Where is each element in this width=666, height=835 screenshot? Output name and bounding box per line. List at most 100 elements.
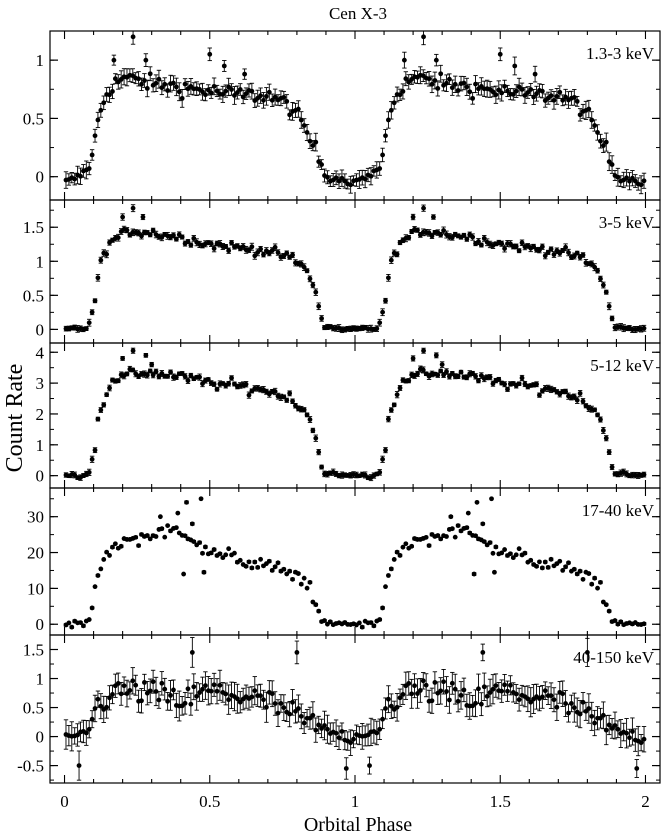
data-point xyxy=(130,367,136,373)
data-point xyxy=(223,691,229,697)
data-point xyxy=(592,123,598,128)
data-point xyxy=(179,95,185,101)
data-point xyxy=(574,98,580,104)
data-point xyxy=(600,143,606,149)
data-point xyxy=(348,182,354,188)
data-point xyxy=(522,93,528,98)
data-point xyxy=(287,568,293,574)
y-tick-label: 1.5 xyxy=(23,218,44,237)
data-point xyxy=(566,250,571,255)
data-point xyxy=(200,550,205,556)
data-point xyxy=(641,325,647,331)
data-point xyxy=(316,159,322,165)
data-point xyxy=(409,691,415,697)
data-point xyxy=(112,76,118,82)
data-point xyxy=(249,88,255,94)
data-point xyxy=(226,697,232,703)
data-point xyxy=(336,178,342,184)
energy-band-label: 5-12 keV xyxy=(590,356,654,375)
data-point xyxy=(589,117,595,123)
data-point xyxy=(474,499,480,505)
data-point xyxy=(641,736,647,742)
data-point xyxy=(89,716,95,722)
data-point xyxy=(571,566,577,572)
x-axis: 0 0.5 1 1.5 2 xyxy=(60,792,649,811)
data-point xyxy=(560,97,566,103)
y-tick-label: 0.5 xyxy=(23,109,44,128)
data-point xyxy=(124,691,130,696)
data-point xyxy=(603,602,609,608)
data-point xyxy=(371,623,377,629)
y-tick-label: 1 xyxy=(36,252,45,271)
data-point xyxy=(86,617,92,622)
data-point xyxy=(368,620,374,625)
data-point xyxy=(86,320,92,326)
x-tick-label: 0 xyxy=(60,792,69,811)
data-point xyxy=(595,268,600,274)
energy-band-label: 40-150 keV xyxy=(573,648,654,667)
data-point xyxy=(133,534,139,540)
y-tick-label: 0.5 xyxy=(23,699,44,718)
data-point xyxy=(217,682,223,688)
data-point xyxy=(606,722,612,728)
data-point xyxy=(461,687,467,693)
data-point xyxy=(502,381,507,387)
data-point xyxy=(383,298,388,304)
data-point xyxy=(66,620,72,626)
data-point xyxy=(493,544,499,550)
data-point xyxy=(95,275,101,281)
data-point xyxy=(641,178,647,184)
data-point xyxy=(435,86,441,91)
data-point xyxy=(502,83,507,89)
data-point xyxy=(560,248,566,253)
data-point xyxy=(153,534,159,539)
data-point xyxy=(505,386,510,392)
data-point xyxy=(107,385,112,391)
data-point xyxy=(89,605,95,611)
data-point xyxy=(388,257,394,263)
data-point xyxy=(386,573,391,578)
data-point xyxy=(563,244,568,250)
data-point xyxy=(394,251,400,257)
data-point xyxy=(563,701,568,706)
data-point xyxy=(147,688,153,694)
data-point xyxy=(208,688,214,694)
data-point xyxy=(394,392,400,398)
data-point xyxy=(433,352,439,358)
data-point xyxy=(421,348,426,354)
data-point xyxy=(184,499,189,505)
data-point xyxy=(410,356,416,361)
data-point xyxy=(447,76,452,82)
data-point xyxy=(612,723,618,728)
data-point xyxy=(255,249,261,255)
data-point xyxy=(624,730,629,736)
data-point xyxy=(272,701,278,706)
data-point xyxy=(203,92,208,98)
data-point xyxy=(487,540,493,546)
y-tick-label: 2 xyxy=(36,405,45,424)
data-point xyxy=(104,549,110,555)
data-point xyxy=(432,680,438,685)
data-point xyxy=(519,87,525,92)
data-point xyxy=(406,378,412,384)
y-tick-label: 0 xyxy=(36,467,45,486)
data-point xyxy=(130,348,136,354)
data-point xyxy=(534,91,539,97)
data-point xyxy=(272,564,278,570)
data-point xyxy=(548,693,554,699)
data-point xyxy=(557,89,563,95)
data-point xyxy=(380,309,385,315)
data-point xyxy=(185,378,191,384)
data-point xyxy=(401,57,407,63)
x-tick-label: 2 xyxy=(641,792,650,811)
data-point xyxy=(415,371,420,377)
data-point xyxy=(461,80,467,86)
data-point xyxy=(548,246,554,252)
data-point xyxy=(388,703,394,709)
data-point xyxy=(333,730,339,736)
data-point xyxy=(175,510,181,516)
data-point xyxy=(307,417,313,422)
data-point xyxy=(598,579,603,585)
data-point xyxy=(447,697,452,703)
data-point xyxy=(171,232,176,238)
